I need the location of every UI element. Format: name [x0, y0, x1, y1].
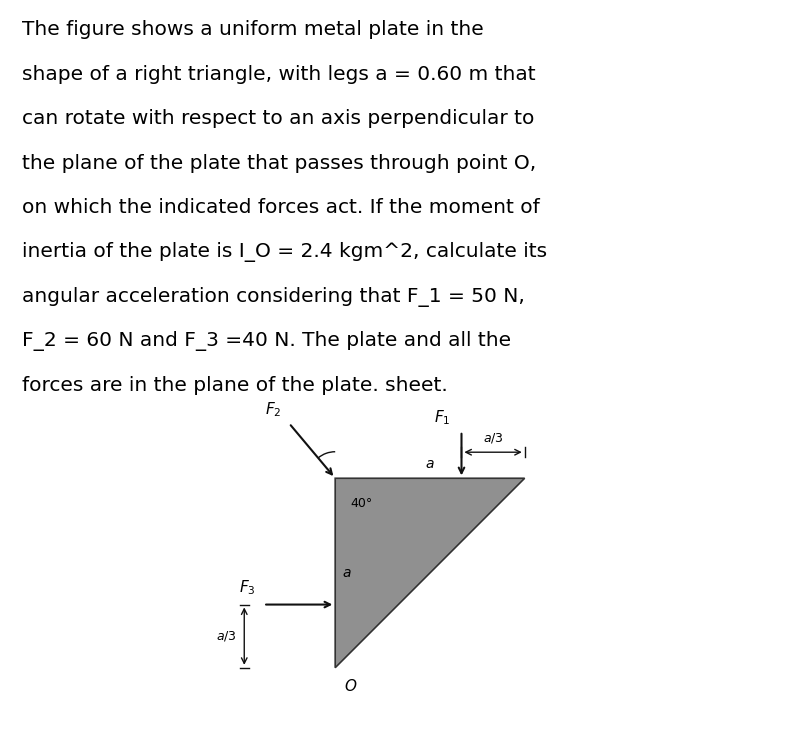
Text: $F_1$: $F_1$ [433, 408, 450, 427]
Polygon shape [334, 479, 524, 667]
Text: The figure shows a uniform metal plate in the: The figure shows a uniform metal plate i… [22, 20, 484, 39]
Text: $a/3$: $a/3$ [482, 431, 503, 445]
Text: shape of a right triangle, with legs a = 0.60 m that: shape of a right triangle, with legs a =… [22, 64, 535, 84]
Text: the plane of the plate that passes through point O,: the plane of the plate that passes throu… [22, 154, 536, 173]
Text: $a/3$: $a/3$ [216, 629, 237, 643]
Text: O: O [344, 679, 356, 694]
Text: on which the indicated forces act. If the moment of: on which the indicated forces act. If th… [22, 198, 540, 217]
Text: angular acceleration considering that F_1 = 50 N,: angular acceleration considering that F_… [22, 287, 525, 307]
Text: 40°: 40° [350, 497, 372, 510]
Text: inertia of the plate is I_O = 2.4 kgm^2, calculate its: inertia of the plate is I_O = 2.4 kgm^2,… [22, 243, 547, 262]
Text: $F_2$: $F_2$ [265, 401, 281, 419]
Text: $F_3$: $F_3$ [239, 578, 255, 597]
Text: F_2 = 60 N and F_3 =40 N. The plate and all the: F_2 = 60 N and F_3 =40 N. The plate and … [22, 331, 511, 351]
Text: a: a [425, 457, 434, 470]
Text: can rotate with respect to an axis perpendicular to: can rotate with respect to an axis perpe… [22, 109, 534, 128]
Text: a: a [342, 566, 350, 580]
Text: forces are in the plane of the plate. sheet.: forces are in the plane of the plate. sh… [22, 377, 448, 395]
